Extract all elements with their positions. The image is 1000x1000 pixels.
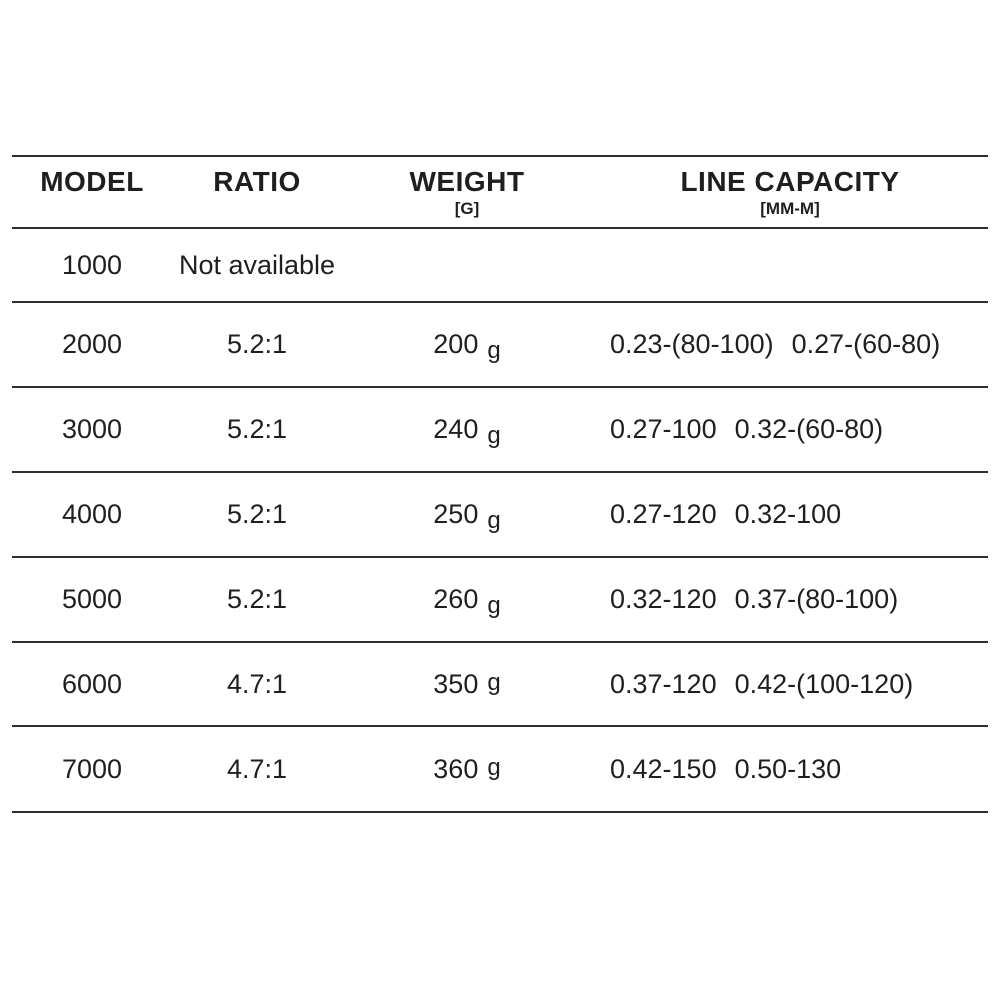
table-row: 6000 4.7:1 350 g 0.37-120 0.42-(100-120): [12, 643, 988, 727]
header-label-line-capacity: LINE CAPACITY: [680, 166, 900, 197]
capacity-value-2: 0.42-(100-120): [734, 668, 914, 699]
ratio-cell: 5.2:1: [226, 414, 288, 444]
capacity-value-1: 0.23-(80-100): [610, 329, 774, 359]
table-header-row: MODEL RATIO WEIGHT [G] LINE CAPACITY [MM…: [12, 157, 988, 229]
weight-cell: 240 g: [342, 414, 592, 449]
header-cell-model: MODEL: [12, 157, 172, 217]
model-cell: 1000: [61, 249, 123, 280]
weight-value: 200: [433, 329, 479, 359]
ratio-cell: 5.2:1: [226, 329, 288, 359]
capacity-value-1: 0.37-120: [610, 668, 717, 699]
weight-unit: g: [487, 337, 501, 364]
spec-table: MODEL RATIO WEIGHT [G] LINE CAPACITY [MM…: [12, 155, 988, 813]
weight-unit: g: [487, 507, 501, 534]
header-cell-ratio: RATIO: [172, 157, 342, 217]
model-cell: 5000: [61, 584, 123, 614]
capacity-value-1: 0.27-120: [610, 499, 717, 529]
weight-cell: 250 g: [342, 499, 592, 534]
model-cell: 3000: [61, 414, 123, 444]
capacity-value-2: 0.32-(60-80): [734, 414, 884, 444]
ratio-cell: 5.2:1: [226, 584, 288, 614]
weight-value: 350: [433, 668, 479, 699]
header-label-weight: WEIGHT: [409, 166, 525, 197]
header-sublabel-line-capacity: [MM-M]: [760, 199, 820, 218]
ratio-cell: 5.2:1: [226, 499, 288, 529]
header-label-model: MODEL: [40, 166, 144, 197]
weight-cell: 350 g: [342, 669, 592, 700]
capacity-cell: 0.37-120 0.42-(100-120): [592, 669, 988, 700]
capacity-cell: 0.32-120 0.37-(80-100): [592, 584, 988, 615]
weight-value: 250: [433, 499, 479, 529]
weight-value: 360: [433, 753, 479, 784]
capacity-value-1: 0.27-100: [610, 414, 717, 444]
header-sublabel-weight: [G]: [454, 199, 480, 218]
capacity-cell: 0.27-100 0.32-(60-80): [592, 414, 988, 445]
weight-value: 260: [433, 584, 479, 614]
capacity-value-1: 0.32-120: [610, 584, 717, 614]
weight-unit: g: [487, 668, 501, 696]
capacity-value-2: 0.37-(80-100): [734, 584, 899, 614]
table-row: 4000 5.2:1 250 g 0.27-120 0.32-100: [12, 473, 988, 558]
weight-cell: 200 g: [342, 329, 592, 364]
weight-cell: 360 g: [342, 754, 592, 785]
table-row: 5000 5.2:1 260 g 0.32-120 0.37-(80-100): [12, 558, 988, 643]
capacity-cell: 0.42-150 0.50-130: [592, 754, 988, 785]
table-row: 2000 5.2:1 200 g 0.23-(80-100) 0.27-(60-…: [12, 303, 988, 388]
capacity-cell: 0.23-(80-100) 0.27-(60-80): [592, 329, 988, 360]
model-cell: 7000: [61, 753, 123, 784]
table-row: 1000 Not available: [12, 229, 988, 303]
header-label-ratio: RATIO: [213, 166, 301, 197]
model-cell: 4000: [61, 499, 123, 529]
weight-cell: 260 g: [342, 584, 592, 619]
model-cell: 2000: [61, 329, 123, 359]
capacity-value-1: 0.42-150: [610, 753, 717, 784]
table-row: 7000 4.7:1 360 g 0.42-150 0.50-130: [12, 727, 988, 813]
capacity-cell: 0.27-120 0.32-100: [592, 499, 988, 530]
header-cell-line-capacity: LINE CAPACITY [MM-M]: [592, 157, 988, 217]
weight-unit: g: [487, 753, 501, 781]
ratio-cell: Not available: [178, 249, 336, 280]
weight-value: 240: [433, 414, 479, 444]
weight-unit: g: [487, 422, 501, 449]
ratio-cell: 4.7:1: [226, 668, 288, 699]
weight-unit: g: [487, 592, 501, 619]
capacity-value-2: 0.32-100: [734, 499, 842, 529]
capacity-value-2: 0.27-(60-80): [791, 329, 941, 359]
table-row: 3000 5.2:1 240 g 0.27-100 0.32-(60-80): [12, 388, 988, 473]
header-cell-weight: WEIGHT [G]: [342, 157, 592, 217]
model-cell: 6000: [61, 668, 123, 699]
capacity-value-2: 0.50-130: [734, 753, 842, 784]
ratio-cell: 4.7:1: [226, 753, 288, 784]
